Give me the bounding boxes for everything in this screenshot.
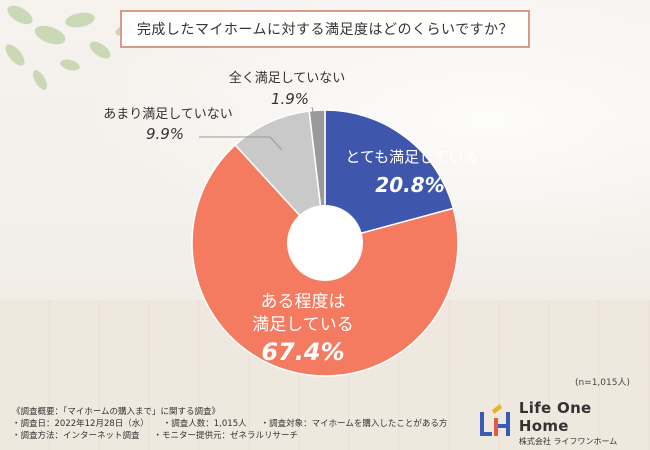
logo-name: Life One Home [518,399,592,435]
house-logo-icon [480,404,510,436]
chart-title: 完成したマイホームに対する満足度はどのくらいですか？ [136,22,514,38]
label-not-at-all: 全く満足していない [229,70,346,86]
leader-line-not-at-all [311,106,317,127]
survey-date: ・調査日：2022年12月28日（水） [12,419,149,429]
label-very-satisfied: とても満足している [345,148,478,166]
survey-title: 《調査概要：「マイホームの購入まで」に関する調査》 [12,407,220,417]
value-not-at-all: 1.9% [271,90,309,108]
value-somewhat: 67.4% [261,338,344,366]
logo-company: 株式会社 ライフワンホーム [518,437,618,446]
label-somewhat-line1: ある程度は [261,292,346,312]
slice-not-very-satisfied [234,110,327,246]
survey-provider: ・モニター提供元：ゼネラルリサーチ [153,431,299,441]
donut-hole [287,205,363,281]
survey-row-1: ・調査日：2022年12月28日（水） ・調査人数：1,015人 ・調査対象：マ… [12,418,482,430]
donut-chart: とても満足している 20.8% ある程度は 満足している 67.4% あまり満足… [103,70,478,376]
title-box: 完成したマイホームに対する満足度はどのくらいですか？ [120,10,530,48]
sample-size: (n=1,015人) [574,378,630,388]
leader-line-not-very [199,136,283,151]
label-somewhat-line2: 満足している [252,315,354,335]
slice-very-satisfied [324,109,455,244]
value-very-satisfied: 20.8% [375,173,444,197]
label-not-very: あまり満足していない [103,107,233,122]
survey-count: ・調査人数：1,015人 [162,419,247,429]
survey-target: ・調査対象：マイホームを購入したことがある方 [260,419,448,429]
survey-row-2: ・調査方法：インターネット調査 ・モニター提供元：ゼネラルリサーチ [12,430,482,442]
company-logo: Life One Home 株式会社 ライフワンホーム [478,399,643,446]
survey-method: ・調査方法：インターネット調査 [12,431,140,441]
value-not-very: 9.9% [146,125,184,143]
survey-overview: 《調査概要：「マイホームの購入まで」に関する調査》 ・調査日：2022年12月2… [12,406,482,442]
